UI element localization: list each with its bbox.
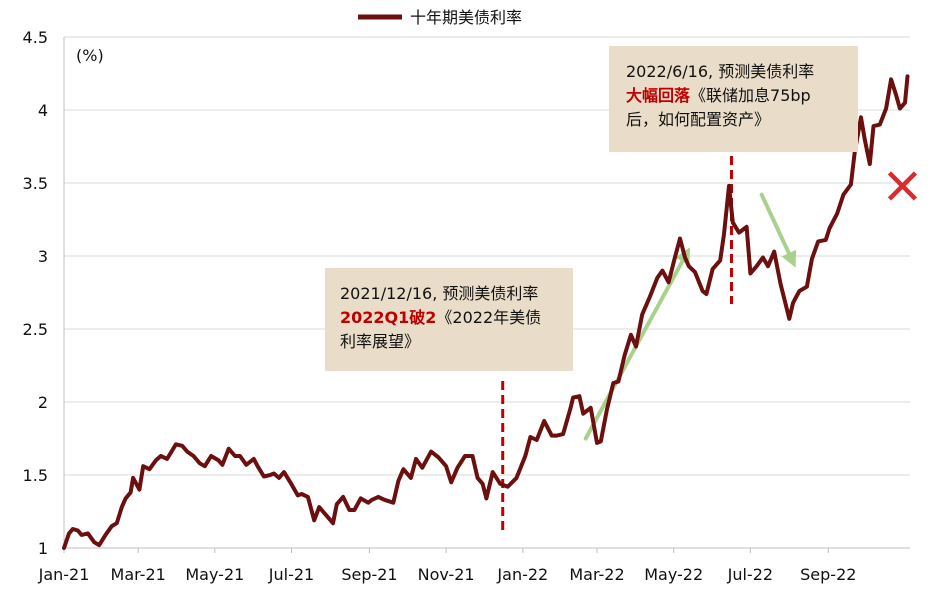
x-tick-label: Jan-22 [496,565,548,584]
legend-label: 十年期美债利率 [410,8,522,27]
trend-arrow-shaft [759,192,791,256]
x-tick-label: Sep-22 [800,565,856,584]
y-tick-label: 3 [38,247,48,266]
x-tick-label: Jul-21 [268,565,314,584]
annotation-text-line3: 利率展望》 [340,332,421,351]
cross-marker-layer [887,171,918,201]
annotation-text-line1: 2022/6/16, 预测美债利率 [626,62,815,81]
trend-arrow-head [781,249,797,268]
legend: 十年期美债利率 [358,8,522,27]
annotation-text-line2: 大幅回落《联储加息75bp [626,84,846,108]
annotation-box-dec21: 2021/12/16, 预测美债利率 2022Q1破2《2022年美债 利率展望… [325,268,573,371]
y-tick-label: 4 [38,101,48,120]
x-tick-label: Jan-21 [38,565,90,584]
annotation-text-line2: 2022Q1破2《2022年美债 [340,306,561,330]
tick-labels: 1 1.5 2 2.5 3 3.5 4 4.5 Jan-21 Mar-21 May-21 Jul-21… [23,28,857,584]
x-tick-label: May-22 [644,565,703,584]
y-tick-label: 4.5 [23,28,48,47]
series-layer [62,74,910,550]
series-line [62,74,910,550]
annotation-title-start: 《联储加息75bp [690,86,811,105]
y-tick-label: 2.5 [23,320,48,339]
y-axis-unit: (%) [76,46,104,65]
y-tick-label: 1 [38,539,48,558]
x-tick-label: Mar-22 [569,565,624,584]
axes [63,37,910,553]
annotation-highlight: 大幅回落 [626,86,691,105]
annotation-text-line1: 2021/12/16, 预测美债利率 [340,284,539,303]
x-tick-label: Sep-21 [341,565,397,584]
annotation-text-line3: 后，如何配置资产》 [626,110,771,129]
x-tick-label: Jul-22 [727,565,773,584]
y-tick-label: 2 [38,393,48,412]
x-tick-label: Nov-21 [418,565,475,584]
annotation-title-start: 《2022年美债 [436,308,542,327]
cross-marker-stroke [887,171,918,201]
x-tick-label: Mar-21 [111,565,166,584]
x-tick-label: May-21 [185,565,244,584]
y-tick-label: 1.5 [23,466,48,485]
annotation-lines [501,156,733,530]
annotation-box-jun22: 2022/6/16, 预测美债利率 大幅回落《联储加息75bp 后，如何配置资产… [609,46,858,152]
y-tick-label: 3.5 [23,174,48,193]
trend-arrow-shaft [583,259,685,441]
annotation-highlight: 2022Q1破2 [340,308,437,327]
